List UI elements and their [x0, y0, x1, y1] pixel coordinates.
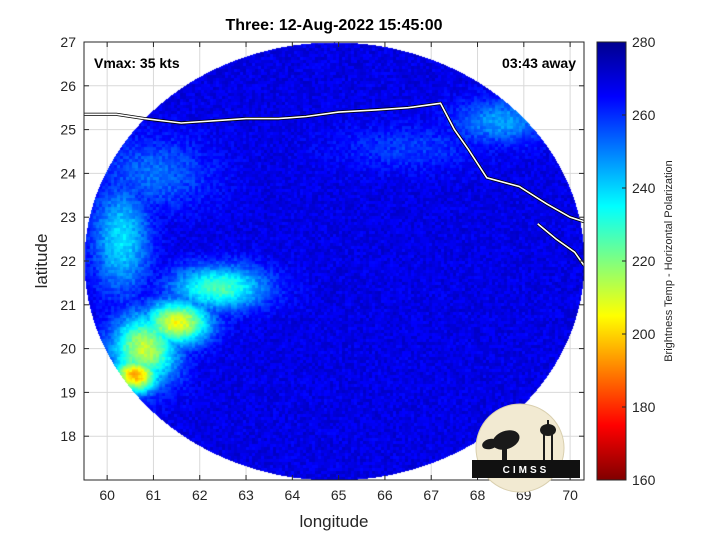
colorbar-tick-label: 200 [632, 326, 656, 342]
x-tick-label: 70 [562, 487, 578, 503]
colorbar-ticks: 160 180 200 220 240 260 280 [622, 34, 656, 488]
x-tick-label: 66 [377, 487, 393, 503]
colorbar-tick-label: 240 [632, 180, 656, 196]
y-tick-label: 20 [60, 341, 76, 357]
y-tick-label: 19 [60, 384, 76, 400]
x-tick-label: 68 [470, 487, 486, 503]
vmax-annotation: Vmax: 35 kts [94, 55, 180, 71]
x-tick-label: 64 [285, 487, 301, 503]
logo-text: CIMSS [503, 465, 550, 476]
logo-banner [472, 460, 580, 478]
y-tick-label: 26 [60, 78, 76, 94]
y-tick-label: 23 [60, 209, 76, 225]
coastline-layer [84, 101, 584, 267]
x-tick-label: 62 [192, 487, 208, 503]
logo-watertower-icon [540, 420, 556, 460]
colorbar-tick-label: 280 [632, 34, 656, 50]
x-tick-label: 60 [99, 487, 115, 503]
x-tick-label: 67 [423, 487, 439, 503]
y-tick-label: 22 [60, 253, 76, 269]
colorbar-tick-label: 220 [632, 253, 656, 269]
cimss-logo: CIMSS [472, 403, 580, 493]
y-tick-label: 24 [60, 165, 76, 181]
time-away-annotation: 03:43 away [502, 55, 576, 71]
x-tick-label: 63 [238, 487, 254, 503]
y-axis-ticks: 18 19 20 21 22 23 24 25 26 27 [60, 34, 584, 444]
y-axis-label: latitude [32, 234, 51, 289]
x-tick-label: 61 [146, 487, 162, 503]
x-tick-label: 65 [331, 487, 347, 503]
x-axis-label: longitude [299, 512, 368, 531]
colorbar-label: Brightness Temp - Horizontal Polarizatio… [663, 160, 675, 362]
y-tick-label: 27 [60, 34, 76, 50]
colorbar-tick-label: 160 [632, 472, 656, 488]
coastline-pakistan [84, 102, 584, 223]
heatmap-swath [84, 42, 584, 480]
x-axis-ticks: 60 61 62 63 64 65 66 67 68 69 70 [99, 42, 578, 503]
colorbar [596, 41, 627, 481]
chart-title: Three: 12-Aug-2022 15:45:00 [226, 17, 443, 34]
colorbar-tick-label: 260 [632, 107, 656, 123]
y-tick-label: 18 [60, 428, 76, 444]
heatmap-swath-container [84, 42, 584, 480]
colorbar-tick-label: 180 [632, 399, 656, 415]
coastline-gujarat [537, 223, 584, 266]
y-tick-label: 25 [60, 122, 76, 138]
logo-dish-icon [482, 430, 520, 460]
y-tick-label: 21 [60, 297, 76, 313]
